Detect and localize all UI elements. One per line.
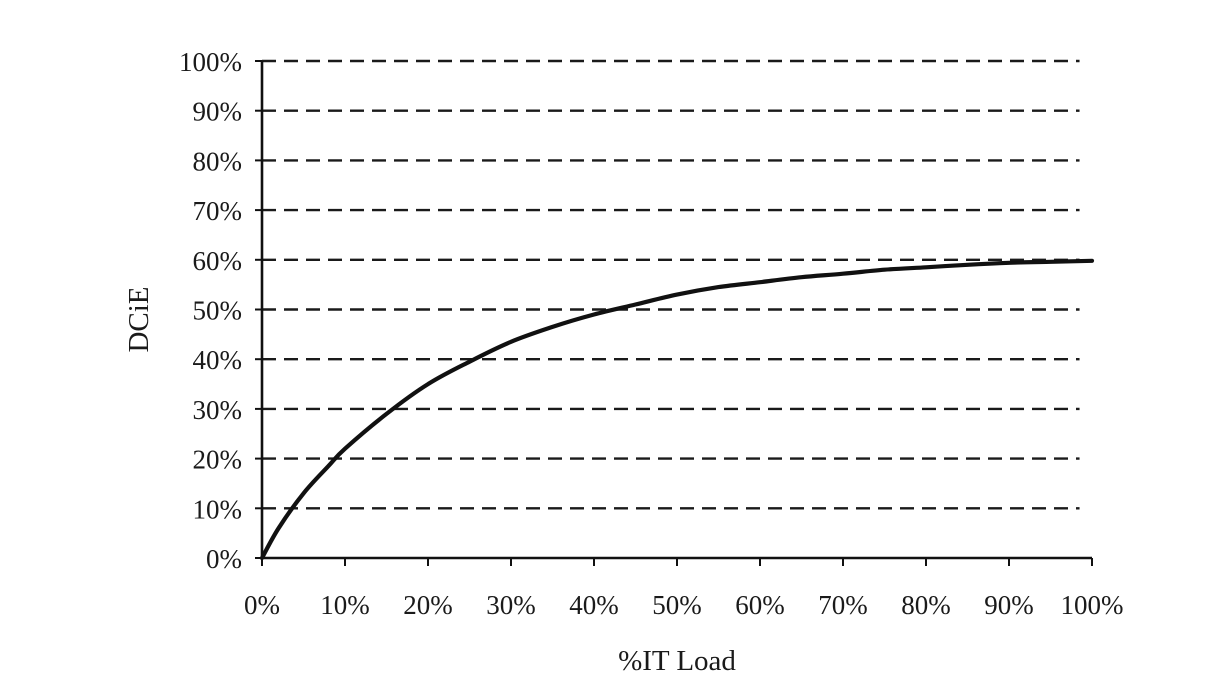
y-tick-label: 90%	[193, 97, 243, 127]
y-tick-label: 0%	[206, 544, 242, 574]
gridlines	[262, 59, 1080, 510]
x-tick-label: 90%	[984, 590, 1034, 620]
y-tick-label: 40%	[193, 345, 243, 375]
y-tick-label: 50%	[193, 296, 243, 326]
x-tick-label: 40%	[569, 590, 619, 620]
series-layer	[259, 258, 1095, 561]
x-tick-label: 80%	[901, 590, 951, 620]
x-axis-ticks: 0% 10% 20% 30% 40% 50% 60% 70% 80% 90% 100%	[244, 590, 1124, 620]
x-tick-label: 10%	[320, 590, 370, 620]
y-tick-label: 80%	[193, 146, 243, 176]
x-tick-label: 100%	[1061, 590, 1124, 620]
x-tick-label: 50%	[652, 590, 702, 620]
x-axis-title: %IT Load	[618, 645, 736, 677]
y-tick-label: 30%	[193, 395, 243, 425]
y-tick-label: 20%	[193, 445, 243, 475]
x-tick-label: 20%	[403, 590, 453, 620]
x-tick-label: 70%	[818, 590, 868, 620]
axes	[255, 60, 1093, 566]
y-tick-label: 100%	[179, 47, 242, 77]
x-tick-label: 30%	[486, 590, 536, 620]
series-line	[259, 258, 1095, 561]
y-tick-label: 60%	[193, 246, 243, 276]
x-tick-label: 0%	[244, 590, 280, 620]
y-tick-label: 70%	[193, 196, 243, 226]
x-tick-label: 60%	[735, 590, 785, 620]
y-axis-ticks: 0% 10% 20% 30% 40% 50% 60% 70% 80% 90% 100%	[179, 47, 242, 574]
y-axis-title: DCiE	[123, 286, 155, 352]
y-tick-label: 10%	[193, 494, 243, 524]
